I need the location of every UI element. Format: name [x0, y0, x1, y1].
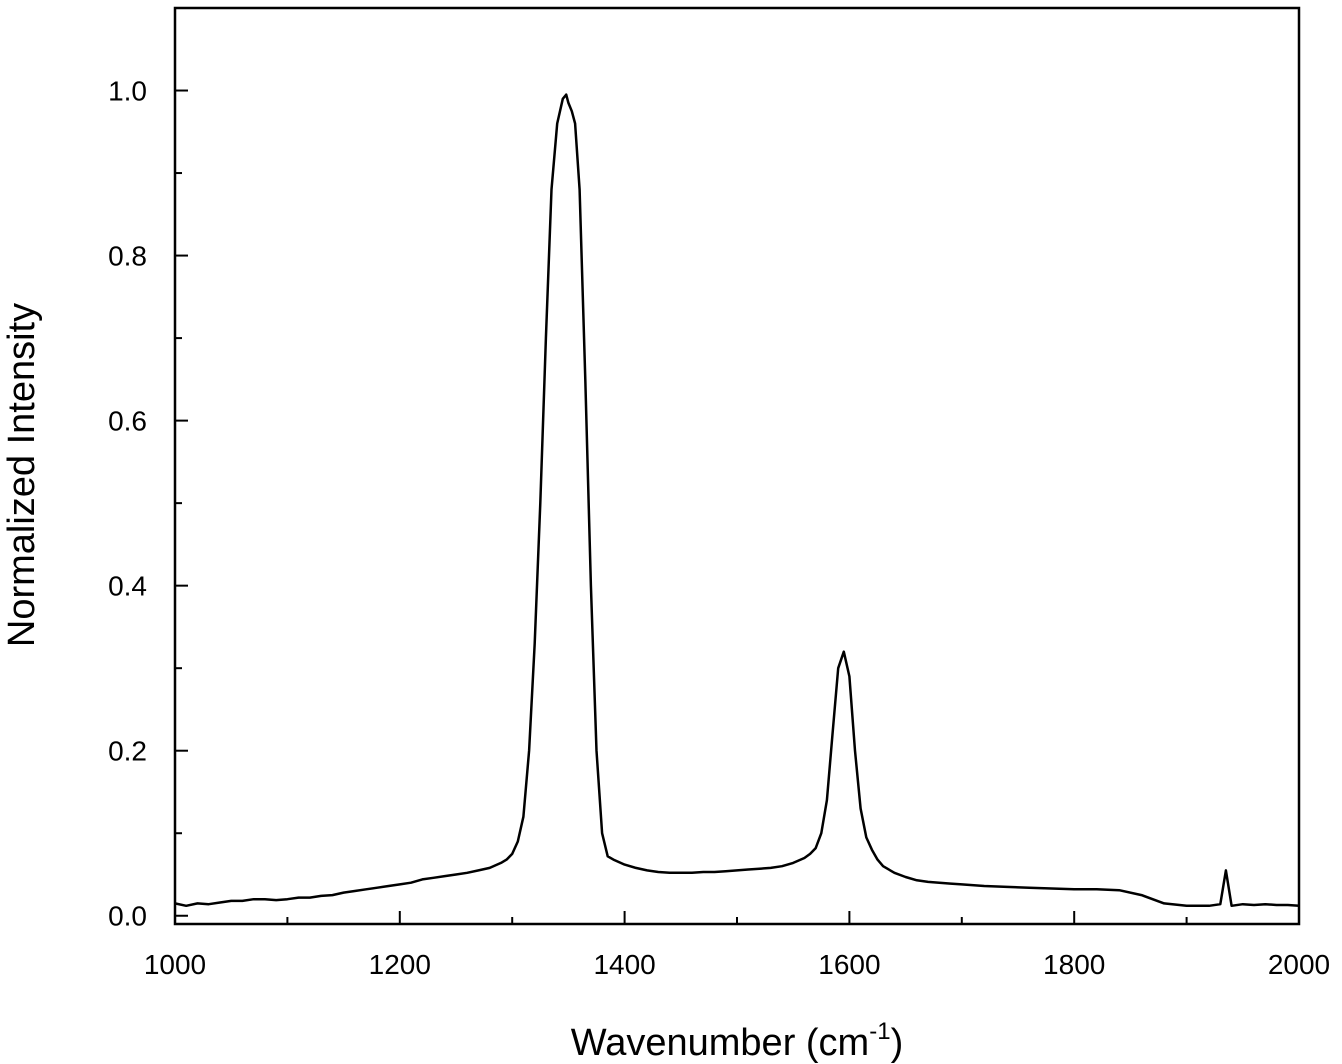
spectrum-line: [174, 93, 1300, 908]
x-tick-label: 1000: [144, 949, 206, 980]
x-axis-ticks: 1000 1200 1400 1600 1800 2000: [144, 911, 1330, 980]
y-tick-label: 1.0: [108, 76, 147, 107]
x-axis-title-main: Wavenumber (cm: [571, 1022, 869, 1064]
x-tick-label: 1200: [369, 949, 431, 980]
plot-frame: [173, 6, 1301, 926]
x-axis-title-suffix: ): [891, 1022, 904, 1064]
y-tick-label: 0.0: [108, 901, 147, 932]
x-tick-label: 1600: [818, 949, 880, 980]
x-axis-title: Wavenumber (cm-1): [571, 1018, 903, 1064]
x-tick-label: 1800: [1043, 949, 1105, 980]
y-axis-title: Normalized Intensity: [1, 303, 43, 647]
x-axis-title-superscript: -1: [869, 1018, 890, 1045]
y-tick-label: 0.8: [108, 241, 147, 272]
y-tick-label: 0.4: [108, 571, 147, 602]
y-tick-label: 0.2: [108, 736, 147, 767]
x-tick-label: 2000: [1268, 949, 1330, 980]
y-axis-ticks: 0.0 0.2 0.4 0.6 0.8 1.0: [108, 7, 188, 932]
x-tick-label: 1400: [593, 949, 655, 980]
y-tick-label: 0.6: [108, 406, 147, 437]
